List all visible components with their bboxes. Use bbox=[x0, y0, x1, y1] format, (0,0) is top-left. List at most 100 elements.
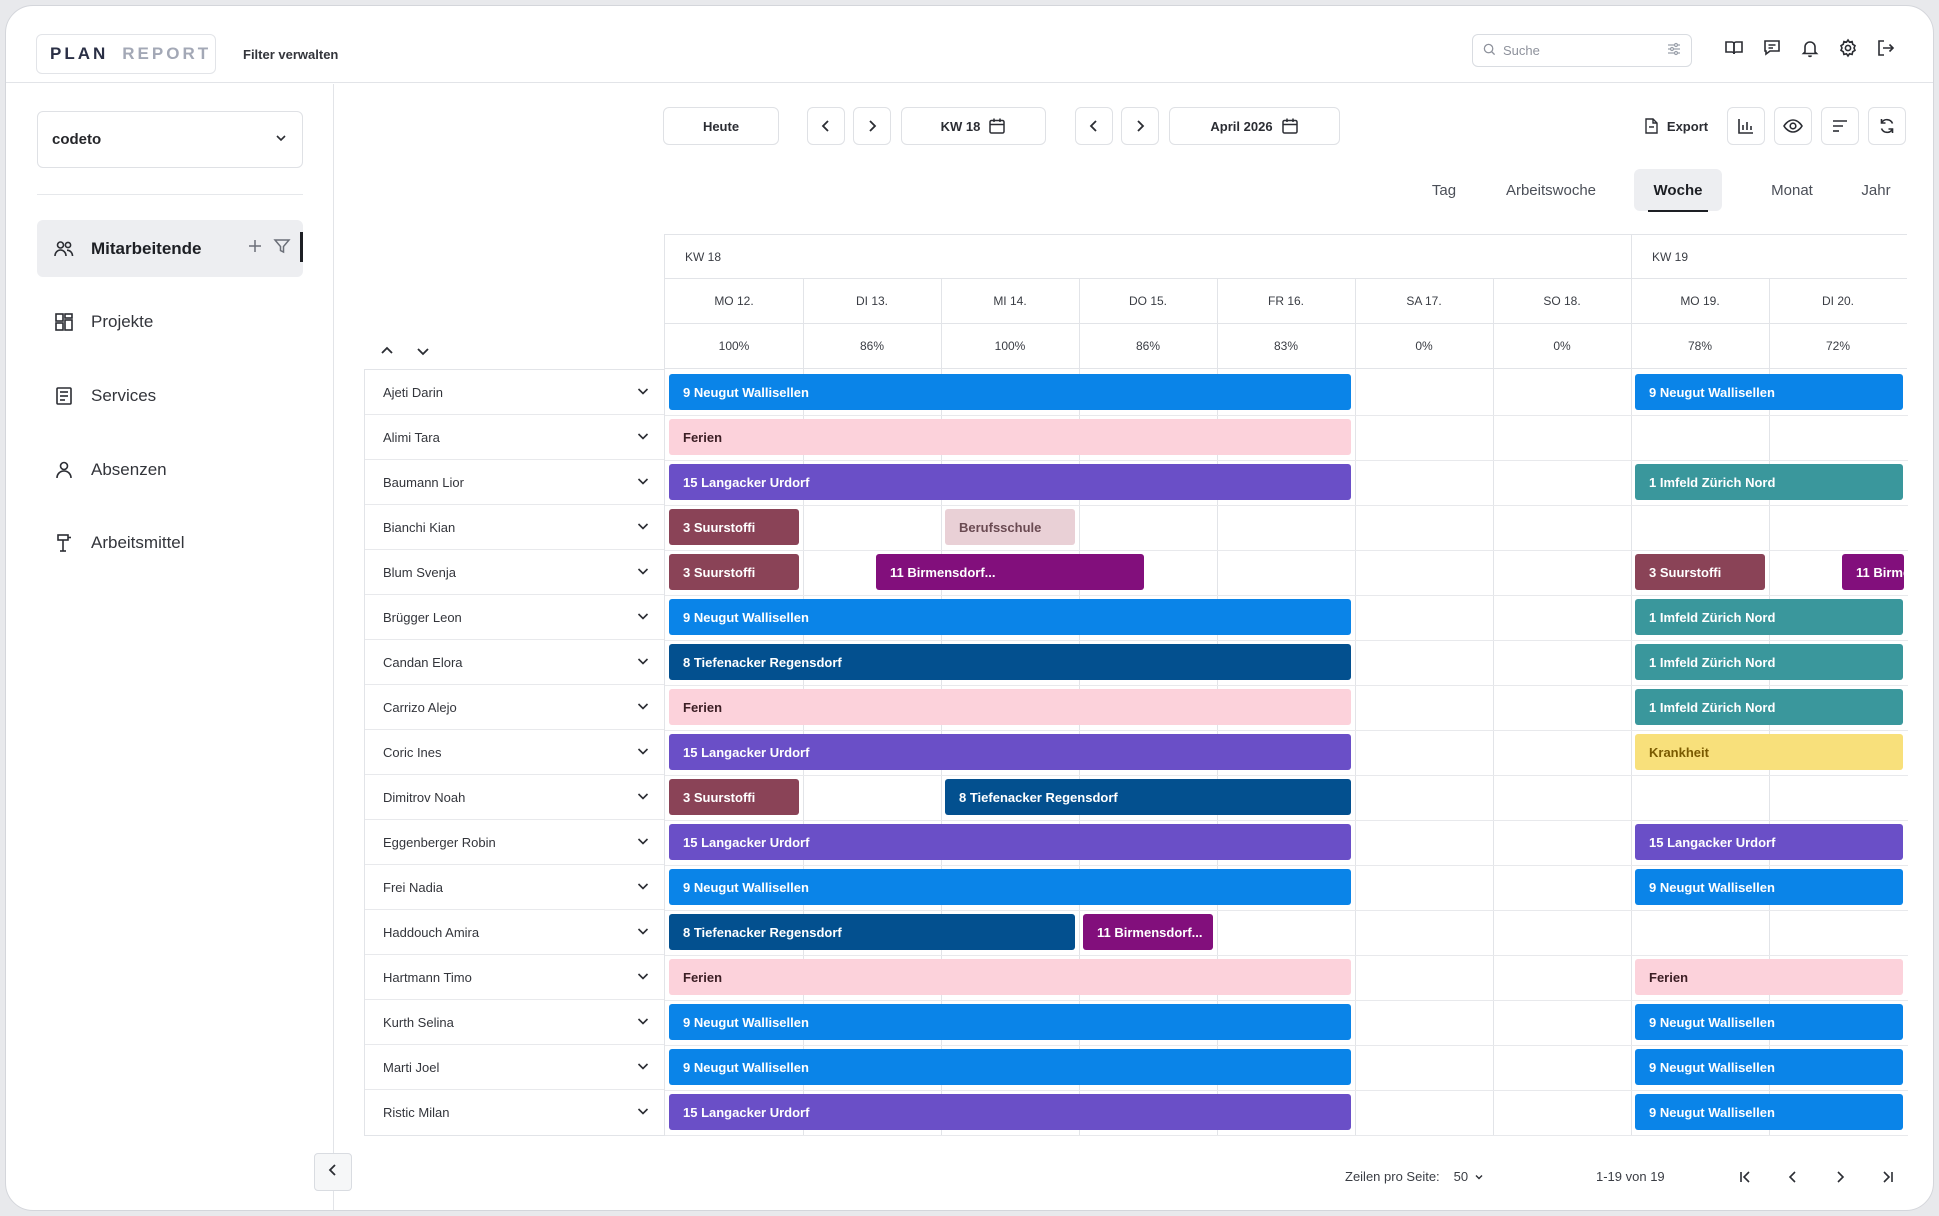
employee-row[interactable]: Alimi Tara bbox=[365, 415, 664, 460]
employee-row[interactable]: Hartmann Timo bbox=[365, 955, 664, 1000]
assignment-bar[interactable]: 15 Langacker Urdorf bbox=[669, 464, 1351, 500]
chevron-down-icon[interactable] bbox=[636, 969, 650, 986]
prev-page-button[interactable] bbox=[1782, 1166, 1804, 1188]
assignment-bar[interactable]: 9 Neugut Wallisellen bbox=[669, 869, 1351, 905]
filter-settings-icon[interactable] bbox=[1667, 42, 1681, 59]
collapse-sidebar-button[interactable] bbox=[314, 1153, 352, 1191]
sidebar-item-mitarbeitende[interactable]: Mitarbeitende bbox=[37, 220, 303, 277]
tab-woche[interactable]: Woche bbox=[1634, 169, 1722, 212]
sidebar-item-arbeitsmittel[interactable]: Arbeitsmittel bbox=[37, 514, 303, 571]
chevron-down-icon[interactable] bbox=[636, 654, 650, 671]
assignment-bar[interactable]: Ferien bbox=[669, 959, 1351, 995]
employee-row[interactable]: Blum Svenja bbox=[365, 550, 664, 595]
chevron-down-icon[interactable] bbox=[636, 1059, 650, 1076]
export-button[interactable]: Export bbox=[1636, 107, 1716, 145]
assignment-bar[interactable]: 9 Neugut Wallisellen bbox=[1635, 1094, 1903, 1130]
filter-manage-link[interactable]: Filter verwalten bbox=[243, 47, 339, 62]
chat-icon[interactable] bbox=[1760, 36, 1784, 60]
logout-icon[interactable] bbox=[1874, 36, 1898, 60]
chart-view-button[interactable] bbox=[1727, 107, 1765, 145]
assignment-bar[interactable]: 11 Birmensdorf bbox=[1842, 554, 1904, 590]
bell-icon[interactable] bbox=[1798, 36, 1822, 60]
logo[interactable]: PLAN REPORT bbox=[36, 34, 216, 74]
assignment-bar[interactable]: 1 Imfeld Zürich Nord bbox=[1635, 599, 1903, 635]
sidebar-item-services[interactable]: Services bbox=[37, 367, 303, 424]
assignment-bar[interactable]: 11 Birmensdorf... bbox=[876, 554, 1144, 590]
sort-down-icon[interactable] bbox=[416, 344, 430, 363]
assignment-bar[interactable]: 3 Suurstoffi bbox=[669, 779, 799, 815]
assignment-bar[interactable]: 9 Neugut Wallisellen bbox=[669, 1049, 1351, 1085]
employee-row[interactable]: Marti Joel bbox=[365, 1045, 664, 1090]
chevron-down-icon[interactable] bbox=[636, 744, 650, 761]
employee-row[interactable]: Brügger Leon bbox=[365, 595, 664, 640]
prev-week-button[interactable] bbox=[807, 107, 845, 145]
chevron-down-icon[interactable] bbox=[636, 564, 650, 581]
chevron-down-icon[interactable] bbox=[636, 834, 650, 851]
assignment-bar[interactable]: 11 Birmensdorf... bbox=[1083, 914, 1213, 950]
add-icon[interactable] bbox=[247, 238, 263, 259]
assignment-bar[interactable]: 8 Tiefenacker Regensdorf bbox=[669, 644, 1351, 680]
employee-row[interactable]: Baumann Lior bbox=[365, 460, 664, 505]
rows-per-page-select[interactable]: 50 bbox=[1454, 1169, 1484, 1184]
assignment-bar[interactable]: Ferien bbox=[1635, 959, 1903, 995]
next-month-button[interactable] bbox=[1121, 107, 1159, 145]
book-icon[interactable] bbox=[1722, 36, 1746, 60]
chevron-down-icon[interactable] bbox=[636, 1014, 650, 1031]
sidebar-item-projekte[interactable]: Projekte bbox=[37, 293, 303, 350]
employee-row[interactable]: Dimitrov Noah bbox=[365, 775, 664, 820]
chevron-down-icon[interactable] bbox=[636, 474, 650, 491]
employee-row[interactable]: Ristic Milan bbox=[365, 1090, 664, 1135]
last-page-button[interactable] bbox=[1876, 1166, 1898, 1188]
chevron-down-icon[interactable] bbox=[636, 384, 650, 401]
employee-row[interactable]: Candan Elora bbox=[365, 640, 664, 685]
visibility-button[interactable] bbox=[1774, 107, 1812, 145]
assignment-bar[interactable]: Ferien bbox=[669, 689, 1351, 725]
sidebar-item-absenzen[interactable]: Absenzen bbox=[37, 441, 303, 498]
assignment-bar[interactable]: 3 Suurstoffi bbox=[669, 554, 799, 590]
assignment-bar[interactable]: 15 Langacker Urdorf bbox=[669, 734, 1351, 770]
assignment-bar[interactable]: 1 Imfeld Zürich Nord bbox=[1635, 689, 1903, 725]
tab-arbeitswoche[interactable]: Arbeitswoche bbox=[1505, 181, 1597, 199]
assignment-bar[interactable]: 3 Suurstoffi bbox=[1635, 554, 1765, 590]
chevron-down-icon[interactable] bbox=[636, 429, 650, 446]
assignment-bar[interactable]: 15 Langacker Urdorf bbox=[1635, 824, 1903, 860]
tab-jahr[interactable]: Jahr bbox=[1861, 181, 1891, 199]
chevron-down-icon[interactable] bbox=[636, 519, 650, 536]
today-button[interactable]: Heute bbox=[663, 107, 779, 145]
next-week-button[interactable] bbox=[853, 107, 891, 145]
chevron-down-icon[interactable] bbox=[636, 879, 650, 896]
employee-row[interactable]: Coric Ines bbox=[365, 730, 664, 775]
refresh-button[interactable] bbox=[1868, 107, 1906, 145]
assignment-bar[interactable]: 9 Neugut Wallisellen bbox=[1635, 374, 1903, 410]
prev-month-button[interactable] bbox=[1075, 107, 1113, 145]
assignment-bar[interactable]: 8 Tiefenacker Regensdorf bbox=[669, 914, 1075, 950]
assignment-bar[interactable]: 3 Suurstoffi bbox=[669, 509, 799, 545]
tab-monat[interactable]: Monat bbox=[1771, 181, 1813, 199]
assignment-bar[interactable]: 9 Neugut Wallisellen bbox=[1635, 1049, 1903, 1085]
tab-tag[interactable]: Tag bbox=[1431, 181, 1457, 199]
assignment-bar[interactable]: 9 Neugut Wallisellen bbox=[1635, 869, 1903, 905]
chevron-down-icon[interactable] bbox=[636, 1104, 650, 1121]
employee-row[interactable]: Kurth Selina bbox=[365, 1000, 664, 1045]
gear-icon[interactable] bbox=[1836, 36, 1860, 60]
month-picker[interactable]: April 2026 bbox=[1169, 107, 1340, 145]
employee-row[interactable]: Frei Nadia bbox=[365, 865, 664, 910]
assignment-bar[interactable]: Berufsschule bbox=[945, 509, 1075, 545]
assignment-bar[interactable]: 9 Neugut Wallisellen bbox=[1635, 1004, 1903, 1040]
first-page-button[interactable] bbox=[1735, 1166, 1757, 1188]
chevron-down-icon[interactable] bbox=[636, 699, 650, 716]
chevron-down-icon[interactable] bbox=[636, 789, 650, 806]
sort-button[interactable] bbox=[1821, 107, 1859, 145]
assignment-bar[interactable]: Ferien bbox=[669, 419, 1351, 455]
assignment-bar[interactable]: 9 Neugut Wallisellen bbox=[669, 599, 1351, 635]
assignment-bar[interactable]: 15 Langacker Urdorf bbox=[669, 1094, 1351, 1130]
assignment-bar[interactable]: 9 Neugut Wallisellen bbox=[669, 374, 1351, 410]
employee-row[interactable]: Ajeti Darin bbox=[365, 370, 664, 415]
employee-row[interactable]: Carrizo Alejo bbox=[365, 685, 664, 730]
assignment-bar[interactable]: 15 Langacker Urdorf bbox=[669, 824, 1351, 860]
assignment-bar[interactable]: 1 Imfeld Zürich Nord bbox=[1635, 464, 1903, 500]
employee-row[interactable]: Bianchi Kian bbox=[365, 505, 664, 550]
assignment-bar[interactable]: 1 Imfeld Zürich Nord bbox=[1635, 644, 1903, 680]
chevron-down-icon[interactable] bbox=[636, 609, 650, 626]
assignment-bar[interactable]: 9 Neugut Wallisellen bbox=[669, 1004, 1351, 1040]
